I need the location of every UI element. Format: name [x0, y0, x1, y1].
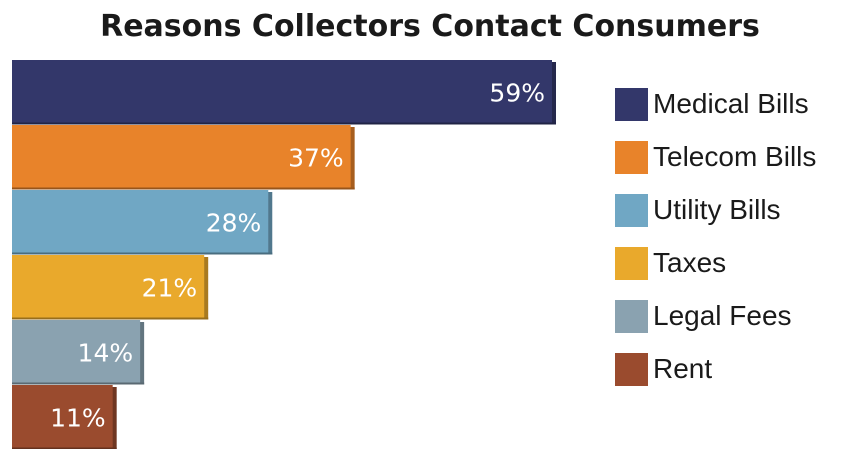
- bar-side-legal-fees: [139, 322, 145, 385]
- legend-label-rent: Rent: [653, 353, 712, 384]
- bar-taxes: [12, 255, 205, 318]
- data-label-medical-bills: 59%: [489, 78, 545, 107]
- legend-swatch-telecom-bills: [615, 141, 648, 174]
- bar-side-medical-bills: [551, 62, 556, 125]
- legend-label-medical-bills: Medical Bills: [653, 88, 809, 119]
- bar-legal-fees: [12, 320, 141, 383]
- legend: Medical Bills Telecom Bills Utility Bills T…: [615, 88, 816, 386]
- bar-edge-medical-bills: [12, 122, 556, 125]
- legend-swatch-rent: [615, 353, 648, 386]
- bar-side-rent: [111, 387, 117, 449]
- data-label-rent: 11%: [50, 403, 106, 432]
- data-label-utility-bills: 28%: [206, 208, 262, 237]
- bar-side-utility-bills: [267, 192, 273, 255]
- bar-telecom-bills: [12, 125, 351, 188]
- legend-label-legal-fees: Legal Fees: [653, 300, 792, 331]
- data-label-telecom-bills: 37%: [288, 143, 344, 172]
- bar-edge-rent: [12, 447, 117, 449]
- legend-label-utility-bills: Utility Bills: [653, 194, 781, 225]
- data-label-legal-fees: 14%: [78, 338, 134, 367]
- data-label-taxes: 21%: [142, 273, 198, 302]
- bar-edge-taxes: [12, 317, 209, 320]
- legend-swatch-medical-bills: [615, 88, 648, 121]
- bar-rent: [12, 385, 113, 448]
- bar-edge-utility-bills: [12, 252, 273, 255]
- bar-side-telecom-bills: [349, 127, 355, 190]
- bar-edge-telecom-bills: [12, 187, 355, 190]
- legend-swatch-utility-bills: [615, 194, 648, 227]
- bar-edge-legal-fees: [12, 382, 145, 385]
- bar-medical-bills: [12, 60, 552, 123]
- chart-title: Reasons Collectors Contact Consumers: [100, 9, 760, 44]
- legend-swatch-taxes: [615, 247, 648, 280]
- legend-swatch-legal-fees: [615, 300, 648, 333]
- bar-side-taxes: [203, 257, 209, 320]
- legend-label-telecom-bills: Telecom Bills: [653, 141, 816, 172]
- bar-utility-bills: [12, 190, 269, 253]
- bars-group: 59% 37% 28% 21% 14% 11%: [12, 60, 556, 449]
- legend-label-taxes: Taxes: [653, 247, 726, 278]
